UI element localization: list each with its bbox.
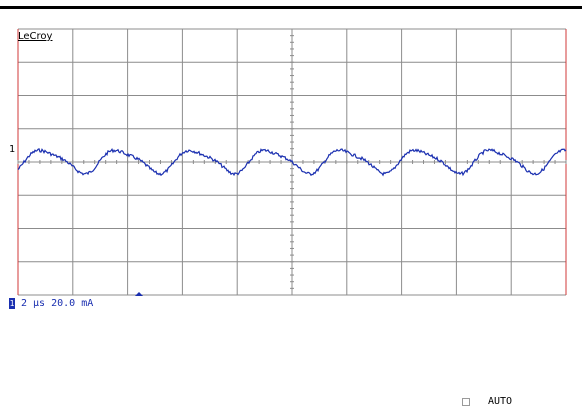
waveform-trace <box>17 148 567 177</box>
vertical-scale-readout: 20.0 mA <box>51 298 94 309</box>
channel-ground-marker: 1 <box>9 144 16 155</box>
trigger-position-icon <box>135 292 143 296</box>
trigger-mode-label: AUTO <box>488 396 513 407</box>
top-rule <box>0 6 582 9</box>
brand-logo: LeCroy <box>18 31 53 42</box>
channel-status-line: 1 2 µs 20.0 mA <box>9 298 93 309</box>
timebase-readout: 2 µs <box>21 298 46 309</box>
channel-badge: 1 <box>9 298 15 309</box>
auto-checkbox[interactable] <box>462 398 470 406</box>
